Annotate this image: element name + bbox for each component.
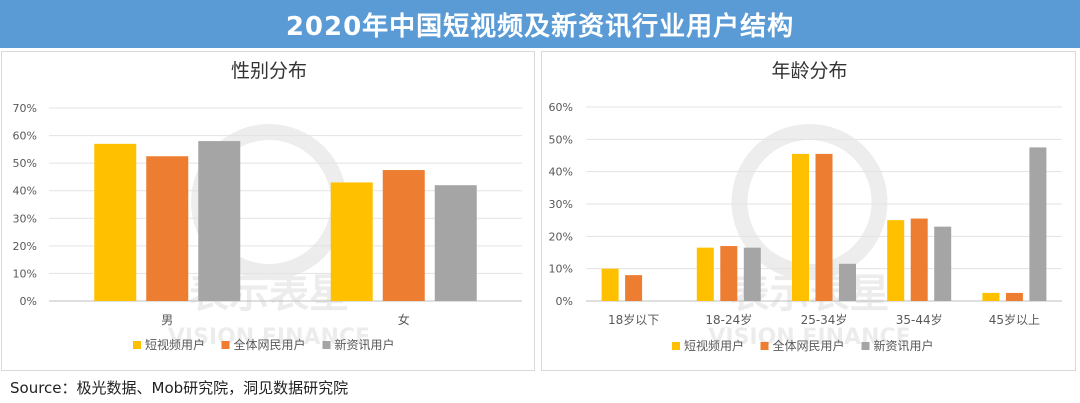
y-tick-label: 0%	[20, 295, 37, 308]
bar-3	[743, 247, 761, 301]
age-chart-panel: 表示表星 VISION FINANCE 年龄分布 0% 10% 20% 30% 40% 50% 6…	[541, 51, 1076, 371]
y-tick-label: 10%	[549, 263, 573, 276]
legend-swatch	[133, 341, 141, 349]
y-tick-label: 60%	[13, 130, 37, 143]
y-tick-label: 40%	[549, 166, 573, 179]
legend-swatch	[322, 341, 331, 349]
y-tick-label: 60%	[549, 101, 573, 114]
bar-1	[696, 247, 714, 301]
y-tick-label: 30%	[13, 212, 37, 225]
legend-swatch	[221, 341, 230, 349]
y-tick-label: 20%	[13, 240, 37, 253]
x-category-label: 45岁以上	[989, 312, 1040, 327]
legend-swatch	[760, 342, 769, 350]
bar-3	[934, 226, 952, 301]
y-tick-label: 10%	[13, 267, 37, 280]
bar-2	[382, 170, 425, 301]
bar-1	[982, 292, 1000, 301]
page-title: 2020年中国短视频及新资讯行业用户结构	[0, 0, 1080, 48]
bar-2	[625, 275, 643, 301]
bar-1	[330, 182, 373, 301]
legend-label: 新资讯用户	[335, 337, 395, 352]
x-category-label: 25-34岁	[801, 312, 848, 327]
bar-1	[601, 268, 619, 301]
bar-2	[910, 218, 928, 301]
y-tick-label: 30%	[549, 198, 573, 211]
y-tick-label: 70%	[13, 102, 37, 115]
source-note: Source：极光数据、Mob研究院，洞见数据研究院	[10, 379, 349, 397]
legend-label: 全体网民用户	[773, 338, 845, 353]
x-category-label: 18-24岁	[705, 312, 752, 327]
y-tick-label: 40%	[13, 185, 37, 198]
bar-3	[434, 185, 477, 301]
watermark-subtext: VISION FINANCE	[168, 325, 370, 350]
watermark-subtext: VISION FINANCE	[708, 325, 910, 350]
legend-label: 短视频用户	[145, 337, 205, 352]
chart-title: 性别分布	[231, 60, 307, 82]
x-category-label: 18岁以下	[608, 312, 659, 327]
bar-2	[146, 156, 189, 301]
bar-3	[1029, 147, 1047, 301]
chart-title: 年龄分布	[771, 60, 847, 82]
legend-swatch	[861, 342, 870, 350]
bar-2	[720, 246, 738, 301]
gender-chart-panel: 表示表星 VISION FINANCE 性别分布 0% 10% 20% 30% 40% 50% 6…	[1, 51, 535, 371]
x-category-label: 男	[161, 313, 173, 327]
legend-label: 短视频用户	[684, 338, 744, 353]
bar-1	[887, 220, 905, 301]
y-tick-label: 50%	[549, 133, 573, 146]
bar-2	[1005, 292, 1023, 301]
bar-1	[792, 153, 809, 301]
bar-1	[94, 143, 137, 301]
legend-label: 新资讯用户	[874, 338, 934, 353]
legend-label: 全体网民用户	[234, 337, 306, 352]
y-tick-label: 0%	[556, 295, 573, 308]
legend-swatch	[672, 342, 680, 350]
bar-2	[815, 153, 833, 301]
x-category-label: 35-44岁	[896, 312, 943, 327]
y-tick-label: 20%	[549, 230, 573, 243]
x-category-label: 女	[398, 312, 410, 327]
y-tick-label: 50%	[13, 157, 37, 170]
bar-3	[198, 141, 241, 301]
bar-3	[839, 263, 856, 301]
